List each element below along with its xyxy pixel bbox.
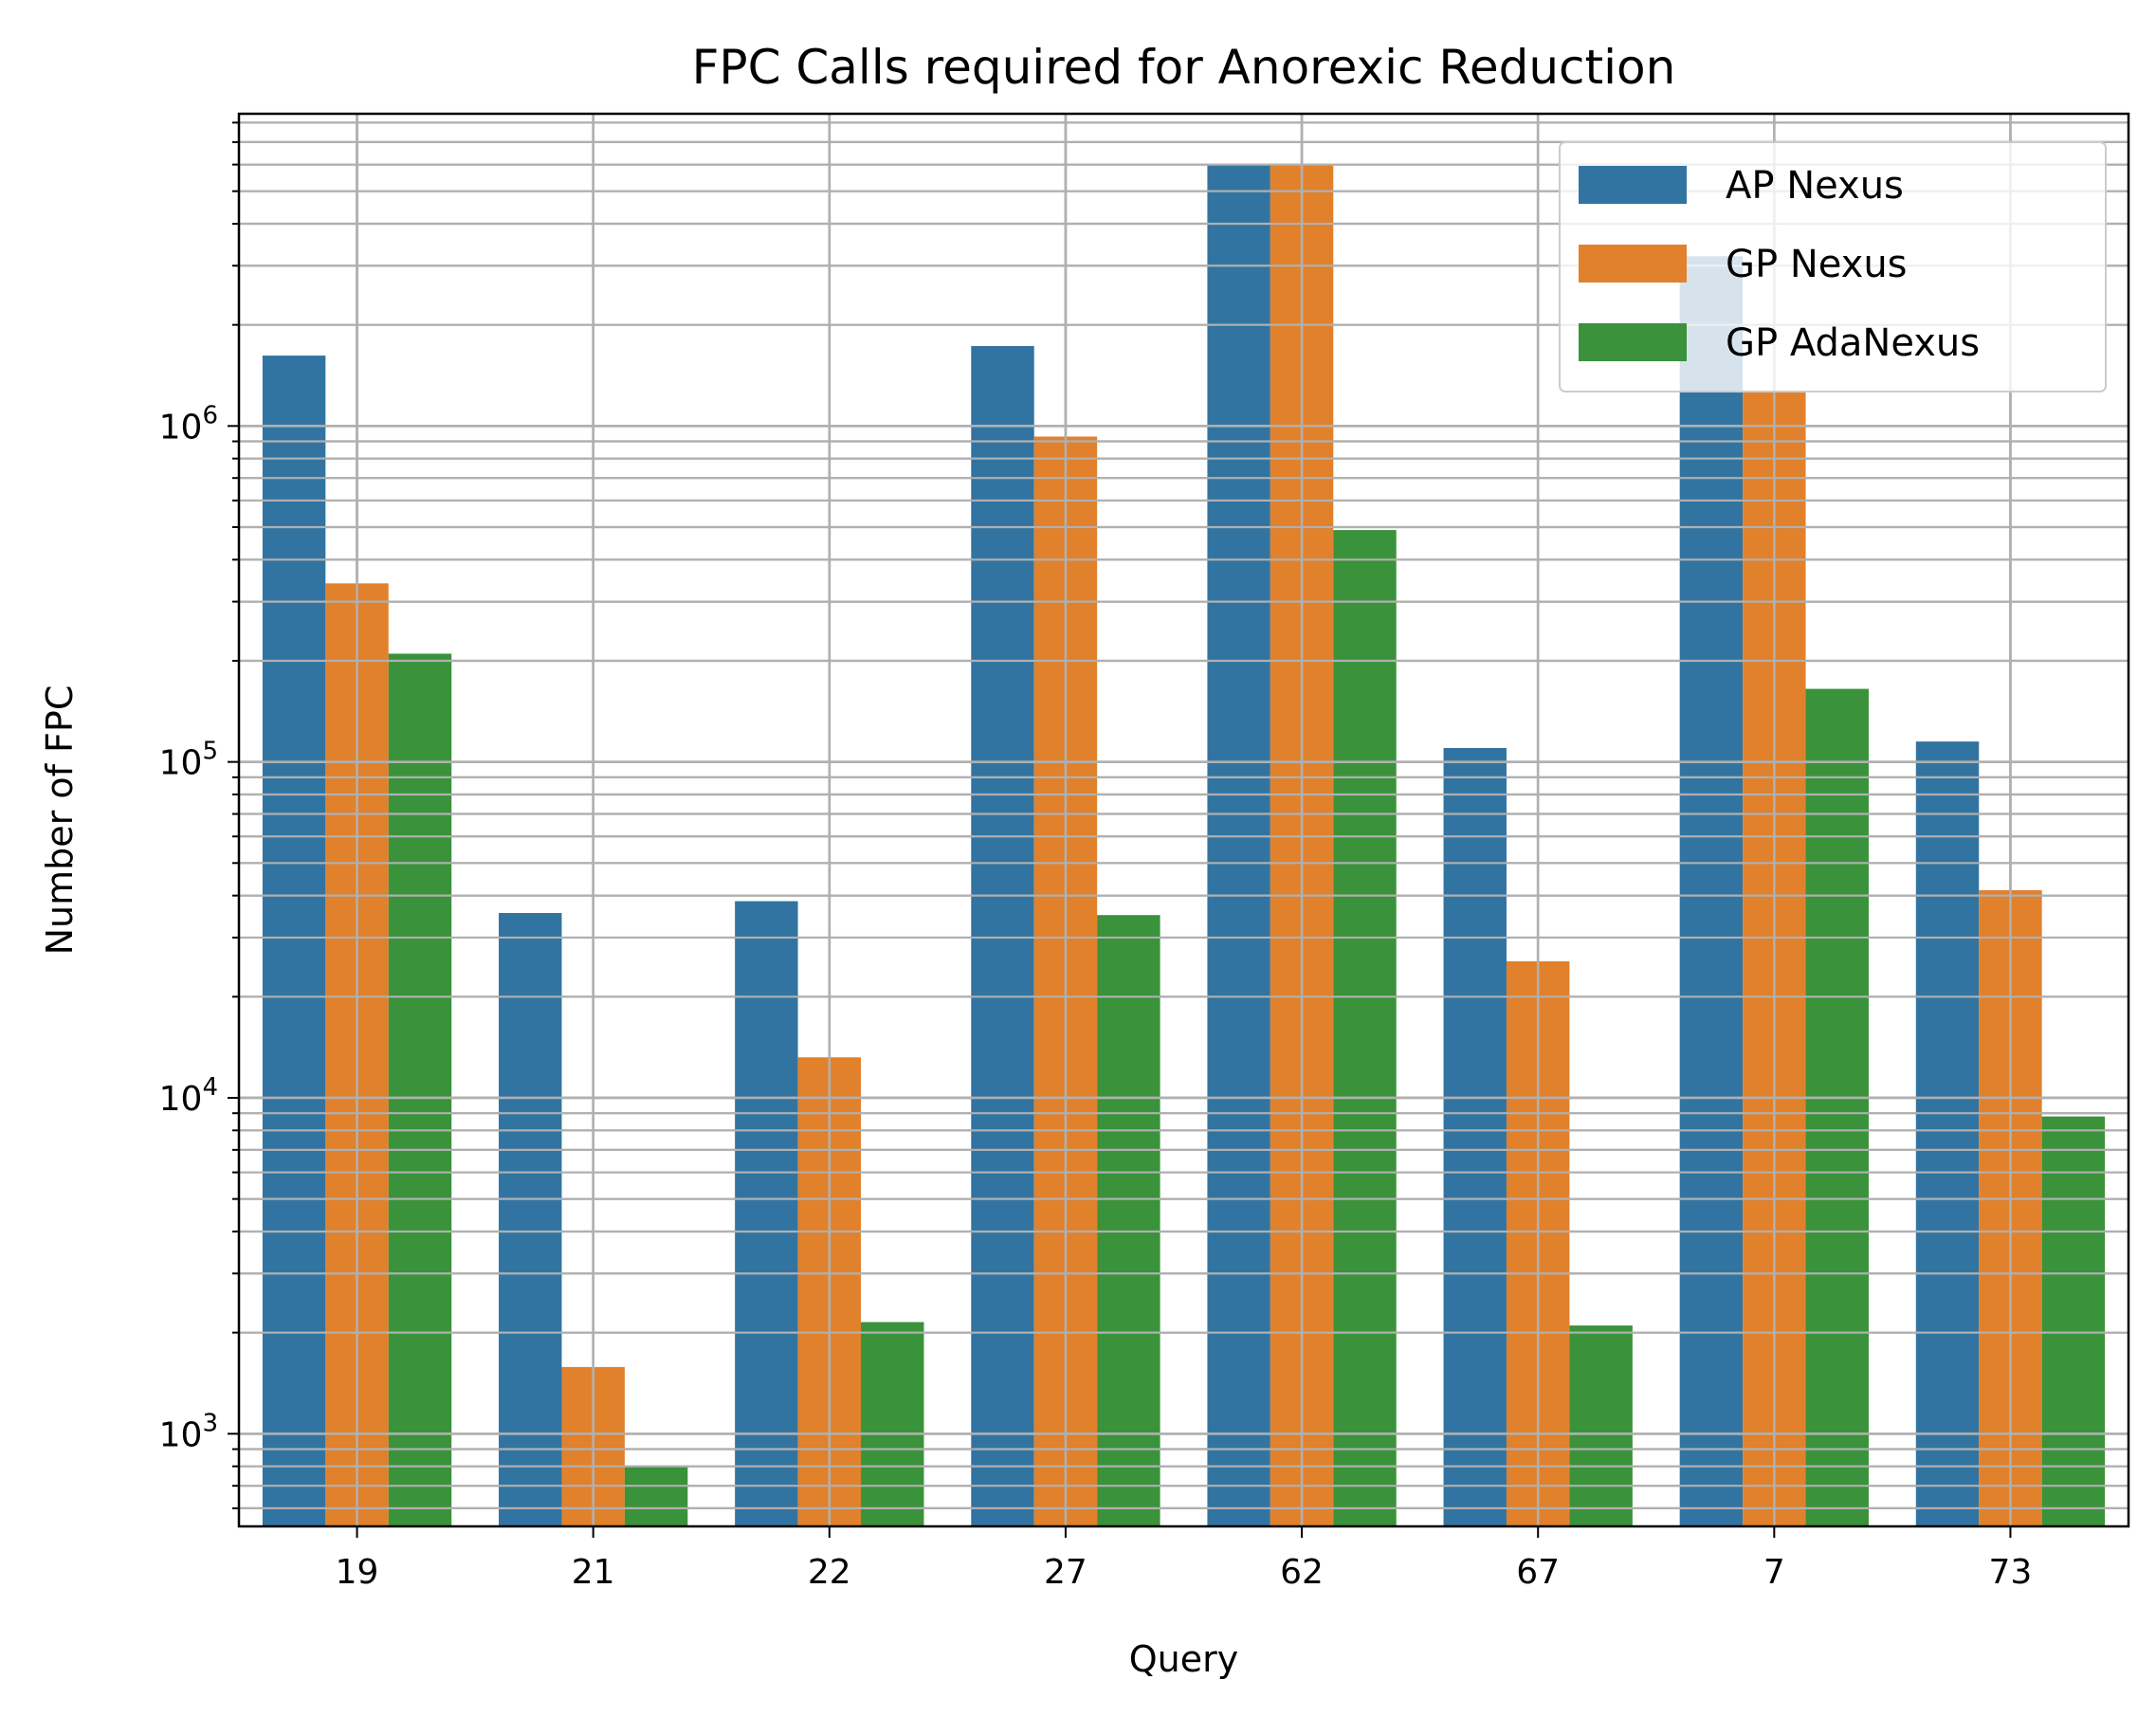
- bar: [1333, 530, 1397, 1527]
- bar: [262, 356, 326, 1526]
- grid-lines-overlay: [239, 114, 2129, 1526]
- legend-label: GP AdaNexus: [1726, 321, 1980, 365]
- bar: [861, 1322, 924, 1526]
- bar: [1805, 688, 1869, 1526]
- y-tick-label: 104: [159, 1073, 218, 1119]
- x-tick-label: 7: [1763, 1553, 1785, 1592]
- y-tick-label: 103: [159, 1409, 218, 1454]
- bar: [1679, 256, 1744, 1527]
- plot-frame: [237, 112, 2130, 1528]
- x-tick-label: 73: [1989, 1553, 2033, 1592]
- x-axis: 19 21 22 27 62 67 7 73: [336, 1526, 2033, 1592]
- x-axis-label: Query: [1129, 1638, 1238, 1680]
- x-tick-label: 22: [808, 1553, 851, 1592]
- bar: [1097, 915, 1160, 1526]
- x-tick-label: 21: [572, 1553, 615, 1592]
- bar: [735, 901, 798, 1526]
- legend-swatch: [1579, 323, 1687, 361]
- y-tick-label: 105: [159, 738, 218, 783]
- y-tick-label: 106: [159, 401, 218, 447]
- chart-title: FPC Calls required for Anorexic Reductio…: [692, 40, 1676, 95]
- legend: AP Nexus GP Nexus GP AdaNexus: [1559, 141, 2107, 392]
- bar: [2041, 1116, 2106, 1526]
- bar: [624, 1466, 688, 1526]
- bar: [1569, 1325, 1633, 1526]
- bar: [499, 913, 562, 1526]
- y-axis: 103 104 105 106: [159, 121, 239, 1509]
- legend-swatch: [1579, 166, 1687, 204]
- legend-box: [1559, 141, 2107, 392]
- bar: [1443, 747, 1507, 1526]
- y-axis-label: Number of FPC: [39, 685, 81, 956]
- x-tick-label: 67: [1516, 1553, 1560, 1592]
- x-tick-label: 27: [1044, 1553, 1087, 1592]
- x-tick-label: 19: [336, 1553, 379, 1592]
- legend-label: GP Nexus: [1726, 243, 1908, 286]
- bar: [1207, 164, 1270, 1526]
- legend-label: AP Nexus: [1726, 164, 1904, 208]
- bar: [971, 345, 1034, 1526]
- bar: [1915, 741, 1980, 1526]
- x-tick-label: 62: [1280, 1553, 1324, 1592]
- bar: [388, 653, 452, 1526]
- legend-swatch: [1579, 245, 1687, 283]
